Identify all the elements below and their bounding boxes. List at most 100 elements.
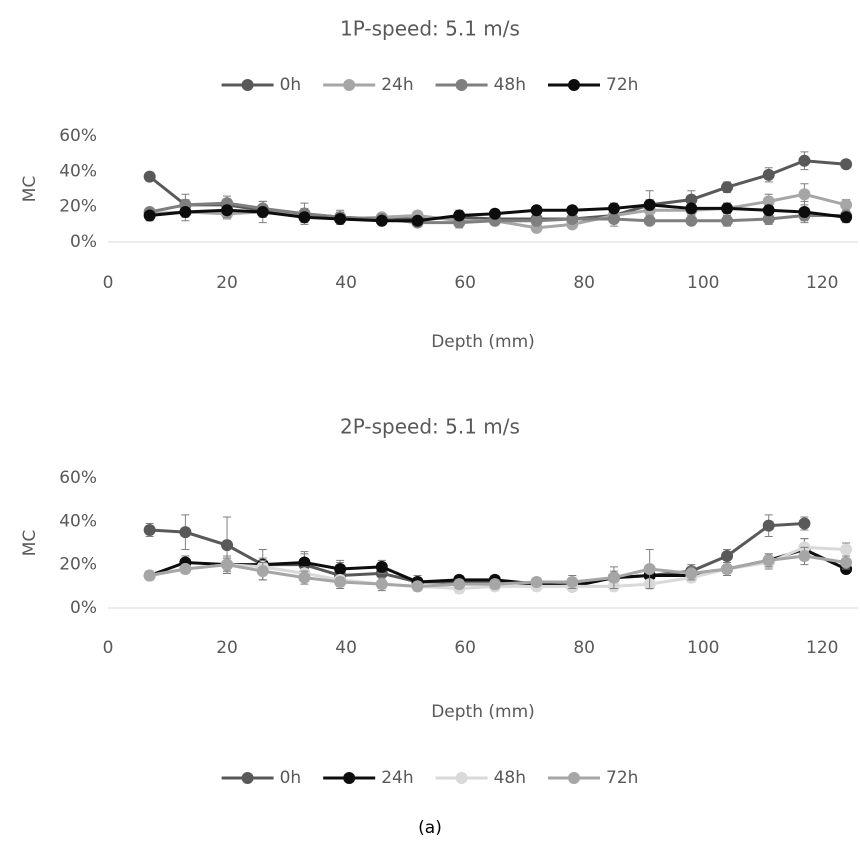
- data-point: [334, 213, 347, 226]
- x-tick-label: 20: [216, 273, 238, 293]
- data-point: [530, 204, 543, 217]
- x-tick-label: 60: [454, 638, 476, 658]
- legend-item: 0h: [221, 75, 302, 95]
- data-point: [762, 554, 775, 567]
- legend: 0h 24h 48h 72h: [221, 768, 638, 788]
- y-tick-label: 0%: [70, 232, 97, 252]
- x-tick-label: 40: [335, 273, 357, 293]
- legend-marker: [568, 79, 580, 91]
- data-point: [221, 204, 234, 217]
- legend-item: 24h: [323, 75, 414, 95]
- data-point: [643, 563, 656, 575]
- legend-marker: [455, 772, 468, 784]
- series: [143, 546, 853, 593]
- data-point: [375, 214, 388, 227]
- data-point: [721, 214, 734, 227]
- data-point: [721, 563, 734, 575]
- data-point: [607, 571, 620, 584]
- data-point: [334, 576, 347, 588]
- data-point: [762, 519, 775, 532]
- legend-label: 72h: [606, 75, 638, 95]
- x-tick-label: 120: [806, 273, 838, 293]
- data-point: [256, 205, 269, 218]
- x-tick-label: 100: [687, 638, 719, 658]
- y-tick-label: 0%: [70, 598, 97, 618]
- legend-item: 48h: [435, 75, 526, 95]
- data-point: [762, 204, 775, 217]
- legend-item: 24h: [323, 768, 414, 788]
- y-tick-label: 20%: [59, 197, 97, 217]
- data-point: [298, 211, 311, 224]
- data-point: [411, 580, 424, 593]
- legend-marker: [343, 772, 356, 784]
- data-point: [453, 209, 466, 222]
- data-point: [453, 578, 466, 591]
- legend-item: 0h: [221, 768, 301, 788]
- data-point: [685, 193, 698, 206]
- data-point: [721, 550, 734, 562]
- data-point: [375, 578, 388, 591]
- data-point: [685, 202, 698, 215]
- y-tick-label: 40%: [59, 161, 97, 181]
- data-point: [566, 204, 579, 217]
- data-point: [221, 539, 234, 552]
- data-point: [685, 567, 698, 580]
- data-point: [143, 569, 156, 582]
- data-point: [530, 576, 543, 588]
- y-tick-label: 40%: [59, 511, 97, 531]
- data-point: [411, 214, 424, 227]
- legend-item: 72h: [548, 768, 638, 788]
- legend-label: 48h: [494, 768, 526, 788]
- data-point: [334, 563, 347, 575]
- data-point: [762, 168, 775, 181]
- data-point: [375, 560, 388, 573]
- series: [143, 198, 853, 227]
- legend-marker: [241, 772, 254, 784]
- legend-label: 24h: [381, 768, 413, 788]
- series-line: [149, 522, 805, 586]
- data-point: [488, 578, 501, 591]
- legend-label: 0h: [280, 75, 302, 95]
- y-tick-label: 20%: [59, 555, 97, 575]
- data-point: [643, 214, 656, 227]
- legend-marker: [455, 79, 468, 91]
- data-point: [840, 211, 853, 224]
- data-point: [143, 170, 156, 183]
- data-point: [298, 571, 311, 584]
- x-tick-label: 0: [103, 273, 114, 293]
- data-point: [566, 576, 579, 588]
- legend-label: 24h: [381, 75, 413, 95]
- data-point: [721, 181, 734, 194]
- data-point: [762, 195, 775, 208]
- data-point: [798, 188, 811, 201]
- data-point: [798, 205, 811, 218]
- data-point: [685, 214, 698, 227]
- legend-marker: [343, 79, 356, 91]
- legend-item: 48h: [435, 768, 526, 788]
- legend-marker: [241, 79, 254, 91]
- chart-title: 2P-speed: 5.1 m/s: [340, 415, 520, 439]
- x-tick-label: 120: [806, 638, 838, 658]
- x-axis-title: Depth (mm): [431, 702, 535, 722]
- data-point: [840, 543, 853, 556]
- chart-title: 1P-speed: 5.1 m/s: [340, 17, 520, 41]
- x-tick-label: 80: [573, 273, 595, 293]
- y-axis-title: MC: [20, 530, 40, 557]
- data-point: [798, 517, 811, 530]
- data-point: [488, 207, 501, 220]
- data-point: [179, 563, 192, 575]
- data-point: [840, 198, 853, 211]
- data-point: [798, 154, 811, 167]
- x-tick-label: 80: [573, 638, 595, 658]
- data-point: [607, 202, 620, 215]
- y-tick-label: 60%: [59, 126, 97, 146]
- data-point: [798, 550, 811, 562]
- data-point: [840, 158, 853, 171]
- data-point: [179, 526, 192, 539]
- x-axis-title: Depth (mm): [431, 332, 535, 352]
- data-point: [143, 524, 156, 536]
- data-point: [762, 213, 775, 226]
- data-point: [721, 202, 734, 215]
- legend-label: 48h: [494, 75, 526, 95]
